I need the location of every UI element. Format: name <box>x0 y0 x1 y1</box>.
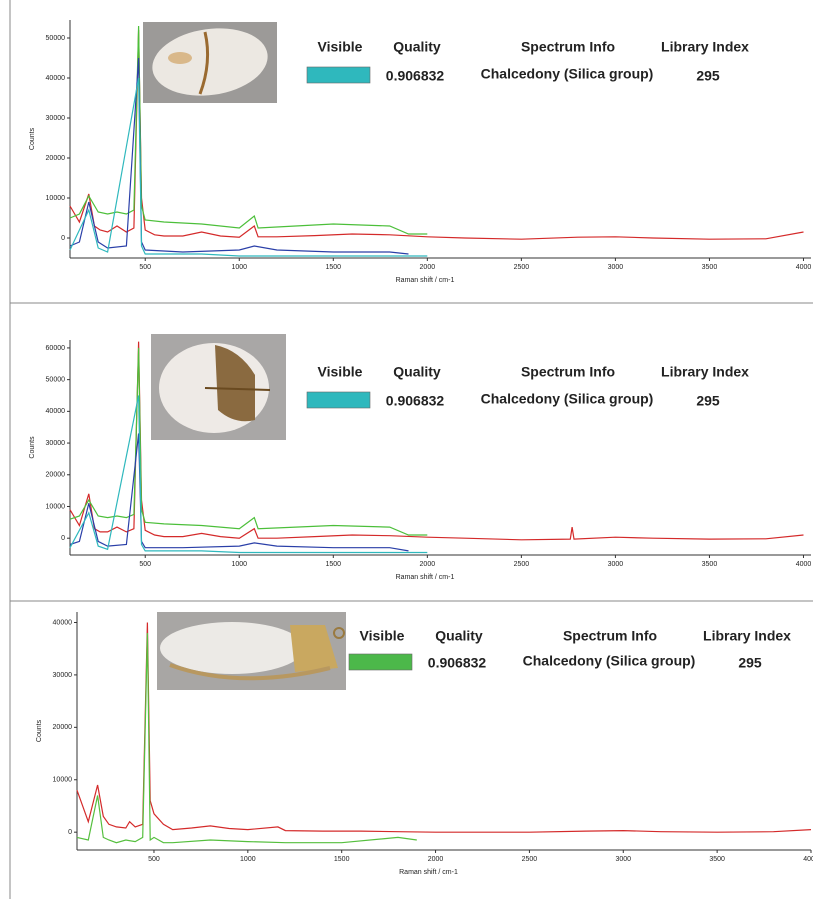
visible-swatch <box>348 653 413 671</box>
library-index: 295 <box>696 68 720 84</box>
x-tick-label: 4000 <box>796 561 812 568</box>
y-tick-label: 0 <box>61 535 65 542</box>
spectrum-line <box>69 29 804 240</box>
spectrum-info: Chalcedony (Silica group) <box>481 66 654 82</box>
plot-area <box>76 622 812 844</box>
x-tick-label: 500 <box>139 264 151 271</box>
table-header: Library Index <box>703 628 791 644</box>
x-tick-label: 2500 <box>522 856 538 863</box>
spectrum-line <box>69 77 428 257</box>
x-axis-label: Raman shift / cm-1 <box>399 869 458 876</box>
spectrum-line <box>69 341 804 541</box>
table-header: Spectrum Info <box>521 364 615 380</box>
x-tick-label: 4000 <box>796 264 812 271</box>
y-tick-label: 40000 <box>46 75 66 82</box>
photo <box>143 22 277 103</box>
table-header: Visible <box>318 39 363 55</box>
x-tick-label: 3000 <box>615 856 631 863</box>
library-index: 295 <box>696 393 720 409</box>
x-tick-label: 3500 <box>702 561 718 568</box>
x-tick-label: 1000 <box>231 264 247 271</box>
spectrum-line <box>69 347 428 536</box>
photo <box>157 612 346 690</box>
y-tick-label: 50000 <box>46 376 66 383</box>
x-tick-label: 2000 <box>420 264 436 271</box>
y-tick-label: 10000 <box>46 195 66 202</box>
table-header: Library Index <box>661 39 749 55</box>
x-tick-label: 500 <box>139 561 151 568</box>
y-tick-label: 0 <box>68 829 72 836</box>
y-tick-label: 40000 <box>46 408 66 415</box>
plot-area <box>69 341 804 554</box>
x-tick-label: 3500 <box>702 264 718 271</box>
x-tick-label: 1500 <box>334 856 350 863</box>
table-header: Visible <box>360 628 405 644</box>
x-tick-label: 3000 <box>608 264 624 271</box>
y-tick-label: 30000 <box>46 440 66 447</box>
table-header: Quality <box>393 364 441 380</box>
x-tick-label: 2500 <box>514 561 530 568</box>
quality-value: 0.906832 <box>428 655 487 671</box>
x-tick-label: 2000 <box>428 856 444 863</box>
table-header: Quality <box>435 628 483 644</box>
table-header: Quality <box>393 39 441 55</box>
spectrum-line <box>69 57 409 255</box>
x-tick-label: 3500 <box>709 856 725 863</box>
x-tick-label: 1000 <box>231 561 247 568</box>
table-header: Spectrum Info <box>563 628 657 644</box>
y-axis-label: Counts <box>29 436 36 459</box>
x-tick-label: 500 <box>148 856 160 863</box>
y-tick-label: 0 <box>61 235 65 242</box>
y-tick-label: 20000 <box>46 472 66 479</box>
quality-value: 0.906832 <box>386 68 445 84</box>
x-tick-label: 1500 <box>326 264 342 271</box>
spectrum-line <box>69 395 428 554</box>
spectrum-info: Chalcedony (Silica group) <box>481 391 654 407</box>
x-tick-label: 2500 <box>514 264 530 271</box>
spectrum-line <box>69 433 409 552</box>
y-tick-label: 50000 <box>46 35 66 42</box>
visible-swatch <box>306 391 371 409</box>
x-tick-label: 4000 <box>803 856 813 863</box>
table-header: Library Index <box>661 364 749 380</box>
y-tick-label: 60000 <box>46 345 66 352</box>
x-axis-label: Raman shift / cm-1 <box>396 277 455 284</box>
x-tick-label: 1000 <box>240 856 256 863</box>
y-tick-label: 20000 <box>46 155 66 162</box>
table-header: Spectrum Info <box>521 39 615 55</box>
photo <box>151 334 286 440</box>
spectrum-line <box>69 25 428 235</box>
x-tick-label: 2000 <box>420 561 436 568</box>
x-axis-label: Raman shift / cm-1 <box>396 574 455 581</box>
y-tick-label: 10000 <box>46 503 66 510</box>
x-tick-label: 3000 <box>608 561 624 568</box>
y-tick-label: 30000 <box>53 672 73 679</box>
visible-swatch <box>306 66 371 84</box>
y-tick-label: 40000 <box>53 619 73 626</box>
spectrum-line <box>76 632 417 844</box>
y-tick-label: 30000 <box>46 115 66 122</box>
y-tick-label: 20000 <box>53 724 73 731</box>
plot-area <box>69 25 804 257</box>
spectrum-line <box>76 622 812 833</box>
y-axis-label: Counts <box>36 719 43 742</box>
x-tick-label: 1500 <box>326 561 342 568</box>
table-header: Visible <box>318 364 363 380</box>
y-tick-label: 10000 <box>53 777 73 784</box>
spectrum-info: Chalcedony (Silica group) <box>523 653 696 669</box>
quality-value: 0.906832 <box>386 393 445 409</box>
y-axis-label: Counts <box>29 127 36 150</box>
library-index: 295 <box>738 655 762 671</box>
